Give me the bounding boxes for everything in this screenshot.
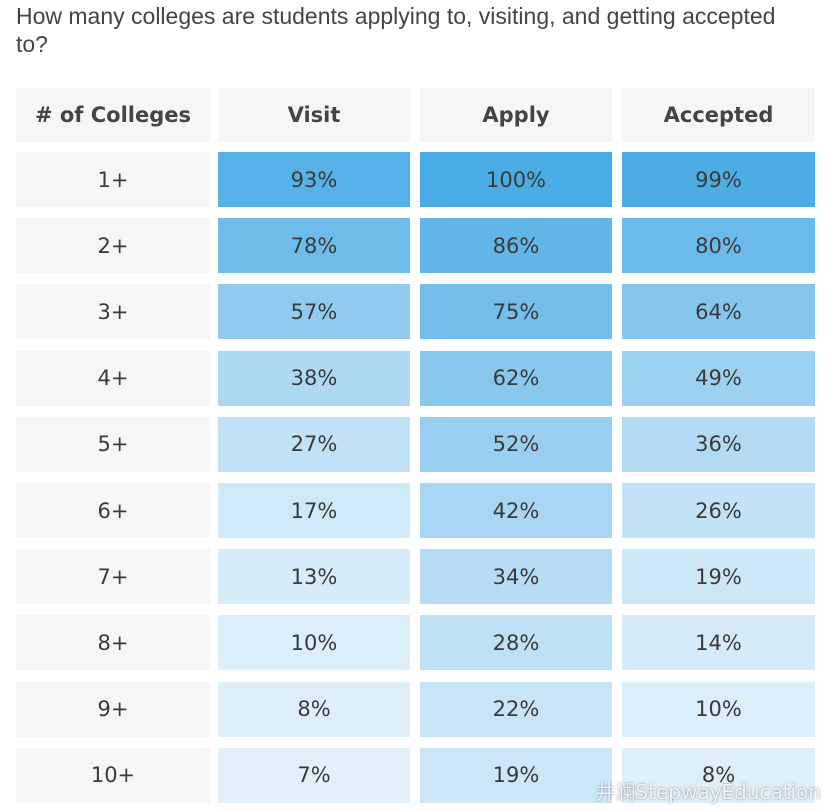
value-cell: 17% [218,483,410,538]
value-cell: 10% [218,615,410,671]
value-cell: 62% [420,350,612,406]
value-cell: 13% [218,549,410,605]
row-label: 1+ [16,152,210,207]
row-label: 9+ [16,681,210,737]
row-label: 5+ [16,416,210,472]
row-label: 8+ [16,615,210,671]
value-cell: 75% [420,284,612,340]
value-cell: 22% [420,681,612,737]
value-cell: 49% [622,350,815,406]
value-cell: 52% [420,416,612,472]
row-label: 2+ [16,218,210,274]
row-label: 10+ [16,747,210,803]
value-cell: 26% [622,483,815,538]
value-cell: 78% [218,218,410,274]
value-cell: 8% [218,681,410,737]
value-cell: 64% [622,284,815,340]
row-label: 6+ [16,483,210,538]
value-cell: 57% [218,284,410,340]
value-cell: 7% [218,747,410,803]
value-cell: 14% [622,615,815,671]
value-cell: 42% [420,483,612,538]
row-label: 3+ [16,284,210,340]
value-cell: 100% [420,152,612,207]
header-cell: Accepted [622,88,815,142]
header-cell: Visit [218,88,410,142]
title: How many colleges are students applying … [16,3,776,57]
watermark: 井澜StepwayEducation [595,780,821,804]
value-cell: 38% [218,350,410,406]
row-label: 4+ [16,350,210,406]
value-cell: 93% [218,152,410,207]
value-cell: 86% [420,218,612,274]
value-cell: 34% [420,549,612,605]
value-cell: 99% [622,152,815,207]
value-cell: 10% [622,681,815,737]
value-cell: 80% [622,218,815,274]
value-cell: 36% [622,416,815,472]
value-cell: 8% [622,747,815,803]
value-cell: 19% [622,549,815,605]
value-cell: 27% [218,416,410,472]
row-label: 7+ [16,549,210,605]
header-cell: Apply [420,88,612,142]
value-cell: 19% [420,747,612,803]
header-cell: # of Colleges [16,88,210,142]
value-cell: 28% [420,615,612,671]
